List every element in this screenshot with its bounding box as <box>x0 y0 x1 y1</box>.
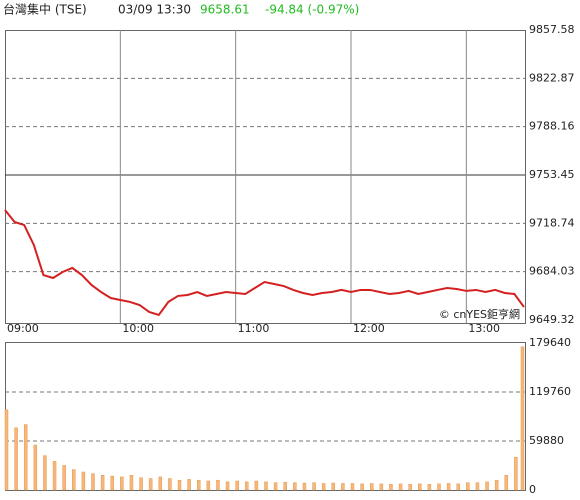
watermark: © cnYES鉅亨網 <box>439 307 520 321</box>
volume-bar <box>245 481 249 491</box>
volume-bar <box>158 476 163 491</box>
volume-frame <box>5 342 526 491</box>
volume-bar <box>302 482 307 491</box>
volume-bar <box>52 461 57 491</box>
quote-time: 03/09 13:30 <box>118 3 191 17</box>
volume-bar <box>514 457 518 491</box>
volume-bar <box>475 482 480 491</box>
volume-bar <box>389 484 393 491</box>
volume-bar <box>81 471 86 491</box>
x-tick-label: 09:00 <box>7 322 39 335</box>
volume-bar <box>206 480 211 491</box>
volume-bar <box>379 483 384 491</box>
volume-bar <box>225 481 230 491</box>
volume-bar <box>235 480 239 491</box>
volume-bar <box>293 482 297 491</box>
volume-bar <box>494 479 499 491</box>
volume-bar <box>120 476 124 491</box>
y-tick-label: 59880 <box>529 434 564 447</box>
volume-bar <box>62 465 66 491</box>
volume-bar <box>446 483 451 491</box>
y-tick-label: 9718.74 <box>529 216 575 229</box>
volume-bar <box>485 481 489 491</box>
volume-bar <box>408 484 412 491</box>
y-tick-label: 9649.32 <box>529 313 575 326</box>
volume-bar <box>14 427 18 491</box>
volume-bar <box>427 484 432 491</box>
chart-title: 台灣集中 (TSE) <box>3 2 87 17</box>
volume-bar <box>283 481 287 491</box>
volume-bar <box>91 473 95 491</box>
volume-bar <box>4 409 9 491</box>
volume-bar <box>187 479 191 491</box>
volume-bar <box>398 483 403 491</box>
volume-bar <box>360 483 364 491</box>
volume-bar <box>341 483 345 491</box>
volume-bar <box>418 483 422 491</box>
y-tick-label: 9788.16 <box>529 120 575 133</box>
y-tick-label: 9753.45 <box>529 168 575 181</box>
price-line <box>4 209 525 317</box>
volume-bar <box>264 481 268 491</box>
x-tick-label: 13:00 <box>468 322 500 335</box>
volume-bar <box>110 475 114 491</box>
volume-bar <box>350 483 355 491</box>
volume-bar <box>437 483 441 491</box>
volume-bar <box>196 479 201 491</box>
price-frame <box>5 30 526 324</box>
volume-bar <box>139 477 143 491</box>
volume-bar <box>321 483 326 491</box>
y-tick-label: 9684.03 <box>529 265 575 278</box>
x-tick-label: 11:00 <box>238 322 270 335</box>
volume-bar <box>456 483 460 491</box>
volume-bar <box>273 482 278 491</box>
volume-bar <box>129 475 134 491</box>
volume-bar <box>43 455 47 491</box>
y-tick-label: 179640 <box>529 336 571 349</box>
x-tick-label: 12:00 <box>353 322 385 335</box>
volume-bar <box>148 478 153 491</box>
volume-bar <box>168 478 172 491</box>
volume-bar <box>177 479 182 491</box>
volume-bar <box>254 480 259 491</box>
y-tick-label: 0 <box>529 483 536 496</box>
volume-bar <box>369 483 374 491</box>
quote-price: 9658.61 <box>200 3 250 17</box>
volume-bar <box>466 482 470 491</box>
x-tick-label: 10:00 <box>122 322 154 335</box>
quote-change: -94.84 (-0.97%) <box>265 3 359 17</box>
volume-bar <box>331 482 336 491</box>
volume-bar <box>23 424 28 491</box>
volume-bar <box>504 475 509 491</box>
volume-bar <box>216 479 220 491</box>
y-tick-label: 9857.58 <box>529 23 575 36</box>
y-tick-label: 119760 <box>529 385 571 398</box>
volume-bar <box>100 475 105 491</box>
volume-bar <box>520 346 525 491</box>
volume-bar <box>33 444 38 491</box>
y-tick-label: 9822.87 <box>529 71 575 84</box>
volume-bar <box>72 469 76 491</box>
volume-bar <box>312 482 316 491</box>
